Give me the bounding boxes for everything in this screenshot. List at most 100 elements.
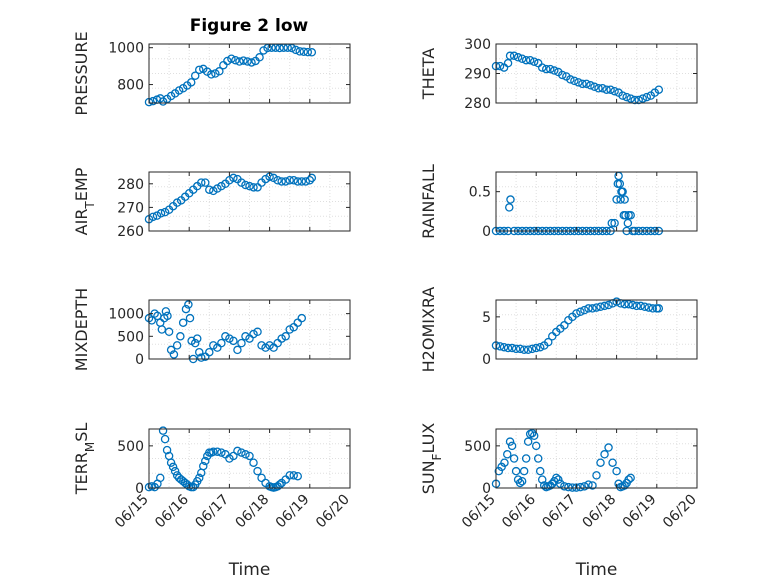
data-point bbox=[156, 473, 165, 483]
data-point bbox=[560, 482, 569, 491]
data-point bbox=[194, 65, 204, 75]
data-point bbox=[213, 447, 222, 457]
data-point bbox=[194, 347, 204, 357]
data-point bbox=[211, 69, 220, 78]
data-point bbox=[542, 64, 551, 74]
data-point bbox=[515, 478, 525, 488]
data-point bbox=[509, 51, 519, 61]
x-tick-label: 06/16 bbox=[499, 491, 539, 531]
data-point bbox=[517, 477, 527, 486]
y-tick-label: 290 bbox=[464, 67, 491, 83]
data-point bbox=[157, 325, 167, 334]
data-point bbox=[550, 66, 559, 75]
data-point bbox=[596, 302, 605, 311]
data-point bbox=[511, 344, 521, 354]
x-tick-label: 06/19 bbox=[620, 492, 660, 532]
data-point bbox=[233, 345, 242, 355]
y-tick-label: 800 bbox=[117, 78, 144, 94]
data-point bbox=[507, 343, 517, 353]
data-point bbox=[521, 55, 531, 65]
data-point bbox=[535, 342, 545, 352]
data-point bbox=[535, 466, 545, 476]
data-point bbox=[537, 63, 547, 72]
y-tick-label: 0 bbox=[482, 352, 491, 368]
data-point bbox=[596, 458, 605, 467]
data-point bbox=[289, 471, 298, 480]
data-point bbox=[227, 54, 236, 64]
panel-theta: 280 290 300 THETA bbox=[419, 37, 698, 112]
data-point bbox=[186, 78, 196, 87]
data-point bbox=[592, 471, 601, 480]
y-axis-label: AIRTEMP bbox=[72, 167, 97, 235]
x-tick-label: 06/16 bbox=[152, 491, 192, 531]
axes-box bbox=[148, 43, 351, 104]
data-point bbox=[525, 55, 535, 65]
data-point bbox=[257, 473, 266, 483]
data-point bbox=[644, 303, 654, 312]
data-point bbox=[533, 454, 543, 463]
data-point bbox=[307, 173, 317, 183]
y-tick-label: 0 bbox=[482, 224, 491, 240]
data-point bbox=[621, 211, 630, 220]
data-point bbox=[598, 84, 607, 93]
data-point bbox=[237, 448, 246, 457]
data-point bbox=[190, 71, 200, 80]
panel-rainfall: 0 0.5 RAINFALL bbox=[419, 164, 698, 240]
data-point bbox=[519, 466, 529, 476]
data-point bbox=[564, 482, 573, 492]
axes-box bbox=[148, 171, 351, 232]
data-point bbox=[506, 195, 515, 204]
data-point bbox=[219, 60, 228, 70]
data-point bbox=[503, 343, 513, 353]
data-point bbox=[600, 301, 609, 311]
data-point bbox=[223, 56, 232, 66]
data-point bbox=[586, 81, 595, 90]
y-axis-label: THETA bbox=[419, 48, 438, 100]
data-point bbox=[604, 300, 613, 310]
data-point bbox=[626, 211, 635, 220]
data-point bbox=[588, 481, 597, 490]
y-tick-label: 270 bbox=[117, 200, 144, 216]
data-point bbox=[636, 301, 645, 311]
x-tick-label: 06/18 bbox=[580, 492, 620, 532]
data-point bbox=[620, 299, 629, 309]
y-axis-label: SUNFLUX bbox=[419, 423, 444, 495]
data-point bbox=[503, 450, 512, 459]
data-point bbox=[217, 448, 226, 457]
data-point bbox=[181, 304, 191, 314]
y-tick-label: 280 bbox=[464, 96, 491, 112]
data-point bbox=[291, 45, 300, 55]
data-point bbox=[523, 437, 533, 446]
data-point bbox=[539, 481, 549, 490]
data-point bbox=[299, 47, 309, 56]
data-point bbox=[654, 85, 664, 94]
y-tick-label: 0 bbox=[135, 481, 144, 497]
data-point bbox=[507, 441, 517, 451]
data-point bbox=[499, 342, 509, 352]
data-point bbox=[160, 434, 170, 444]
data-point bbox=[205, 347, 214, 357]
data-point bbox=[156, 209, 166, 218]
data-point bbox=[624, 475, 633, 484]
data-point bbox=[517, 54, 527, 64]
data-point bbox=[245, 451, 254, 461]
data-point bbox=[500, 458, 509, 467]
data-point bbox=[162, 445, 172, 455]
data-point bbox=[620, 195, 629, 204]
y-axis-label: MIXDEPTH bbox=[72, 288, 91, 371]
data-point bbox=[253, 466, 262, 476]
data-point bbox=[548, 479, 557, 489]
data-point bbox=[610, 218, 619, 228]
data-point bbox=[529, 431, 539, 440]
data-point bbox=[190, 338, 200, 348]
data-point bbox=[166, 458, 176, 467]
y-tick-label: 5 bbox=[482, 310, 491, 326]
data-point bbox=[237, 338, 246, 348]
data-point bbox=[588, 304, 597, 313]
data-point bbox=[624, 299, 633, 309]
data-point bbox=[505, 51, 515, 61]
data-point bbox=[297, 177, 307, 186]
data-point bbox=[497, 462, 506, 472]
y-tick-label: 1000 bbox=[108, 41, 144, 57]
data-point bbox=[544, 337, 553, 347]
